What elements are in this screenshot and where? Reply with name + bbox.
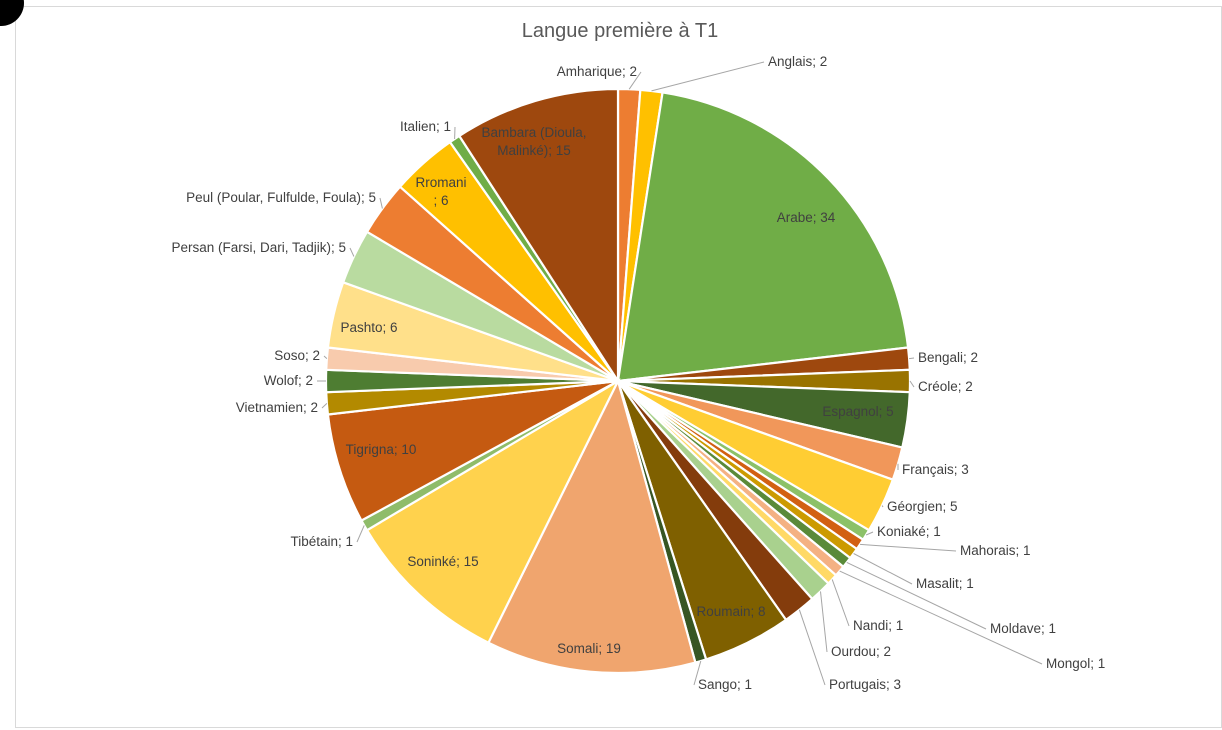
data-label: Somali; 19: [557, 641, 621, 656]
leader-line: [909, 380, 915, 388]
leader-line: [651, 61, 765, 92]
data-label: Ourdou; 2: [831, 644, 891, 659]
data-label: Bambara (Dioula, Malinké); 15: [481, 125, 586, 158]
pie-slice-soninké: [365, 378, 621, 645]
data-label: Tigrigna; 10: [346, 442, 417, 457]
data-label: Espagnol; 5: [822, 404, 893, 419]
data-label: Rromani; 6: [415, 175, 466, 208]
pie-slice-bambara-dioula-malinké: [457, 87, 620, 385]
data-label: Portugais; 3: [829, 677, 901, 692]
pie-slice-somali: [486, 377, 697, 675]
leader-line: [356, 525, 365, 543]
data-label: Arabe; 34: [777, 210, 836, 225]
leader-line: [323, 355, 328, 359]
leader-line: [628, 71, 642, 90]
data-label: Géorgien; 5: [887, 499, 958, 514]
leader-line: [321, 403, 328, 409]
leader-line: [798, 609, 826, 686]
data-label: Wolof; 2: [264, 373, 313, 388]
data-label: Soso; 2: [274, 348, 320, 363]
data-label: Tibétain; 1: [290, 534, 353, 549]
data-label: Sango; 1: [698, 677, 752, 692]
leader-line: [831, 579, 850, 627]
leader-line: [349, 247, 355, 257]
data-label: Vietnamien; 2: [236, 400, 318, 415]
data-label: Français; 3: [902, 462, 969, 477]
leader-line: [693, 660, 702, 686]
leader-line: [839, 570, 1043, 665]
data-label: Nandi; 1: [853, 618, 903, 633]
data-label: Koniaké; 1: [877, 524, 941, 539]
data-label: Roumain; 8: [696, 604, 765, 619]
data-label: Bengali; 2: [918, 350, 978, 365]
data-label: Masalit; 1: [916, 576, 974, 591]
leader-line: [853, 553, 913, 585]
data-label: Peul (Poular, Fulfulde, Foula); 5: [186, 190, 376, 205]
leader-line: [379, 197, 383, 209]
data-label: Italien; 1: [400, 119, 451, 134]
data-label: Créole; 2: [918, 379, 973, 394]
leader-line: [820, 591, 828, 653]
data-label: Moldave; 1: [990, 621, 1056, 636]
data-label: Soninké; 15: [407, 554, 478, 569]
data-label: Mongol; 1: [1046, 656, 1105, 671]
data-label: Pashto; 6: [340, 320, 397, 335]
leader-line: [846, 561, 987, 630]
data-label: Persan (Farsi, Dari, Tadjik); 5: [171, 240, 346, 255]
leader-line: [881, 505, 884, 508]
chart-title: Langue première à T1: [521, 20, 719, 42]
leader-line: [859, 543, 957, 552]
leader-line: [909, 357, 915, 360]
pie-slice-arabe: [616, 91, 910, 383]
data-label: Anglais; 2: [768, 54, 827, 69]
data-label: Amharique; 2: [557, 64, 637, 79]
data-label: Mahorais; 1: [960, 543, 1031, 558]
leader-line: [865, 531, 874, 536]
